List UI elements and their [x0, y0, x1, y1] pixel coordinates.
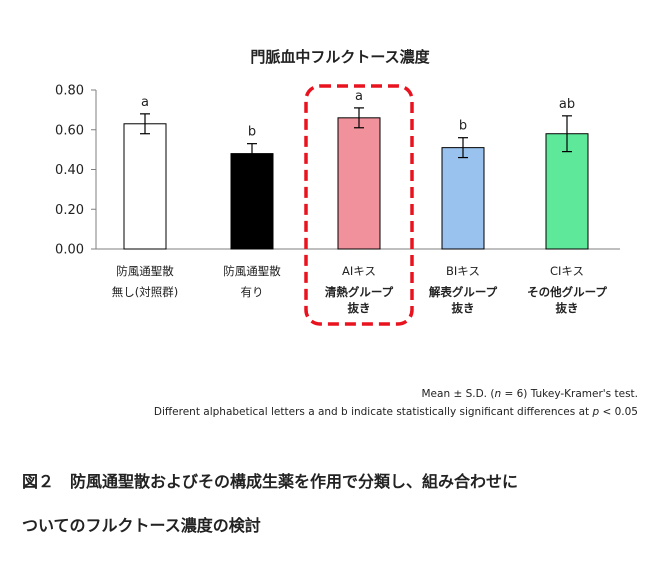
stats-note-text: Different alphabetical letters a and b i…	[153, 406, 593, 418]
stats-note-p: p	[592, 406, 600, 418]
significance-letter: a	[141, 95, 149, 110]
stats-note-line-2: Different alphabetical letters a and b i…	[0, 406, 638, 418]
bar	[337, 117, 381, 250]
chart-title: 門脈血中フルクトース濃度	[250, 48, 430, 66]
significance-letter: a	[355, 89, 363, 104]
significance-letter: b	[459, 119, 467, 134]
bar	[545, 133, 589, 250]
category-sublabel: 抜き	[348, 301, 371, 315]
category-sublabel: その他グループ	[527, 285, 607, 299]
category-label: BIキス	[446, 264, 480, 278]
stats-note-n: n	[494, 388, 502, 400]
bar	[441, 147, 485, 250]
stats-note-text: < 0.05	[599, 406, 638, 418]
stats-note-text: Mean ± S.D. (	[421, 388, 495, 400]
bar-chart: 門脈血中フルクトース濃度 0.000.200.400.600.80 ababab…	[55, 48, 620, 326]
figure-caption-line-2: ついてのフルクトース濃度の検討	[22, 516, 261, 535]
y-tick-label: 0.60	[55, 123, 84, 138]
figure-caption-line-1: 図２ 防風通聖散およびその構成生薬を作用で分類し、組み合わせに	[22, 472, 519, 491]
category-sublabel: 抜き	[452, 301, 475, 315]
bar	[123, 123, 167, 250]
stats-note-line-1: Mean ± S.D. (n = 6) Tukey-Kramer's test.	[0, 388, 639, 400]
category-label: CIキス	[550, 264, 584, 278]
y-tick-label: 0.40	[55, 163, 84, 178]
y-tick-label: 0.20	[55, 203, 84, 218]
highlight-box	[304, 84, 414, 326]
category-sublabel: 清熱グループ	[325, 285, 394, 299]
category-label: 防風通聖散	[116, 264, 174, 278]
category-label: 無し(対照群)	[112, 285, 178, 299]
stats-note-text: = 6) Tukey-Kramer's test.	[501, 388, 638, 400]
category-label: AIキス	[342, 264, 376, 278]
category-label: 有り	[241, 285, 264, 299]
y-tick-label: 0.00	[55, 243, 84, 258]
category-sublabel: 解表グループ	[429, 285, 498, 299]
category-labels: 防風通聖散無し(対照群)防風通聖散有りAIキス清熱グループ抜きBIキス解表グルー…	[112, 264, 608, 315]
significance-letter: b	[248, 125, 256, 140]
y-tick-label: 0.80	[55, 84, 84, 99]
bar	[230, 153, 274, 250]
category-sublabel: 抜き	[556, 301, 579, 315]
significance-letter: ab	[559, 97, 575, 112]
category-label: 防風通聖散	[223, 264, 281, 278]
